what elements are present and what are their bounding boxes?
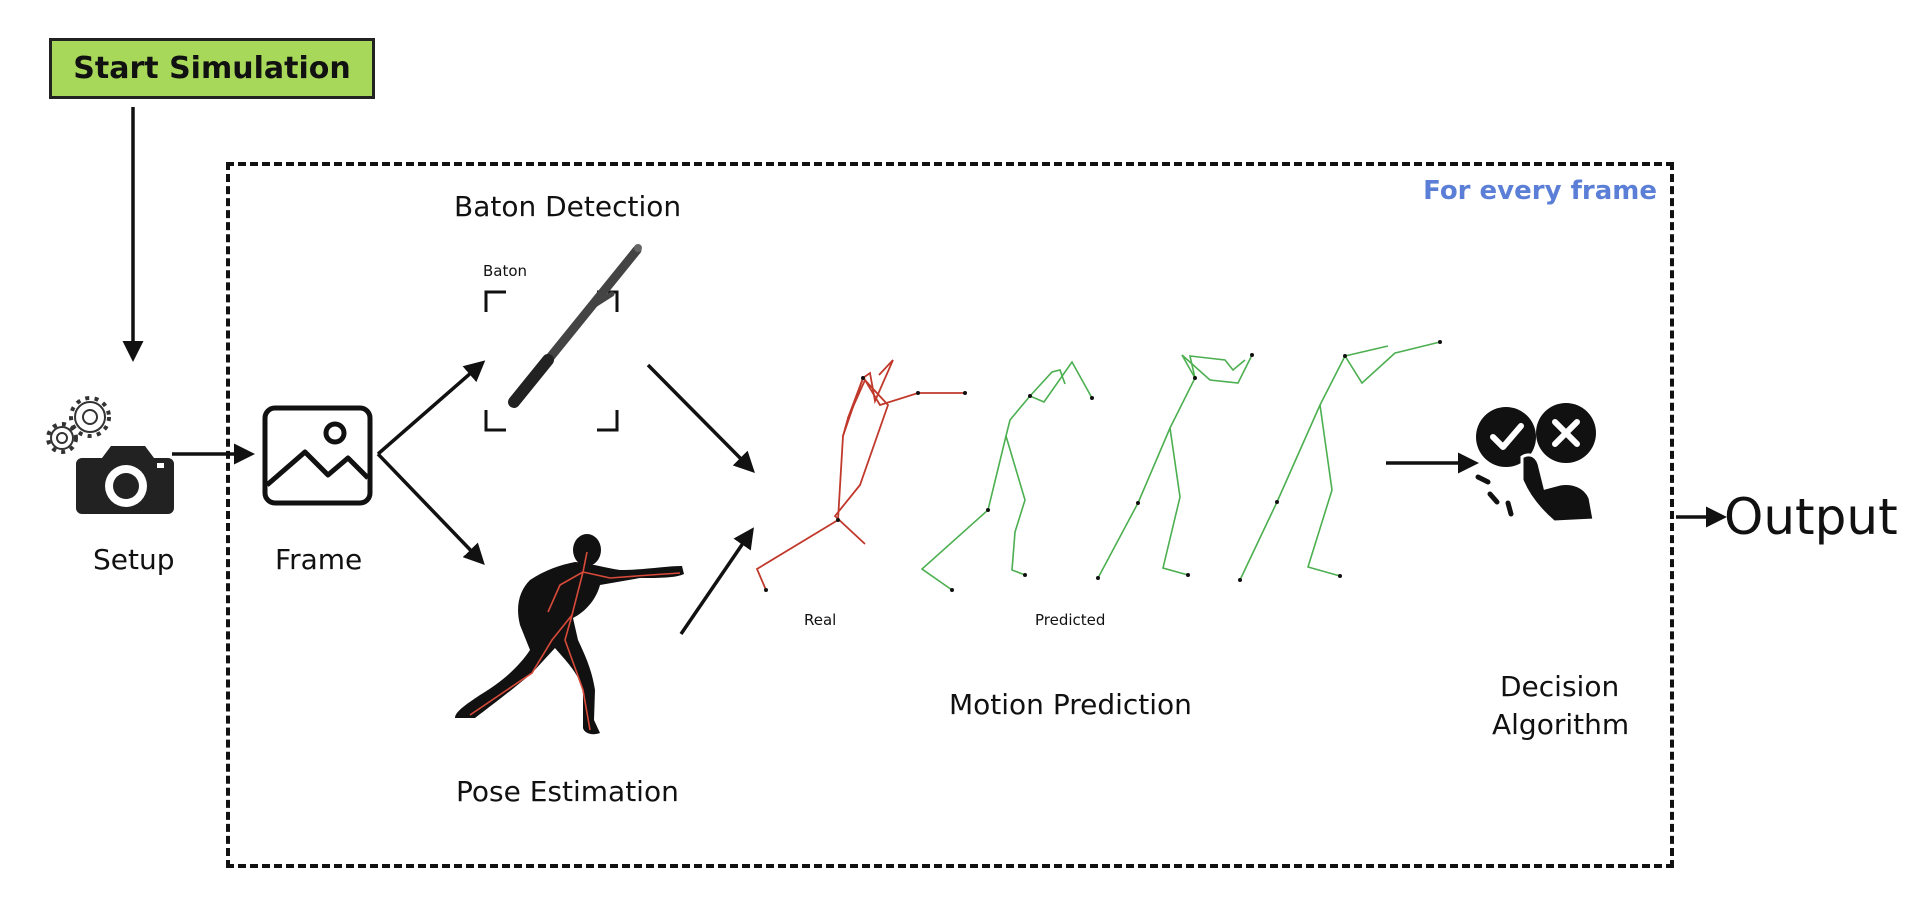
baton-box-label: Baton (483, 262, 528, 280)
predicted-label: Predicted (1035, 611, 1106, 629)
image-icon (262, 405, 373, 506)
start-simulation-button[interactable]: Start Simulation (49, 38, 375, 99)
arrow-baton-to-motion (646, 363, 755, 473)
gear-icon (46, 396, 111, 454)
output-label: Output (1724, 488, 1898, 546)
baton-detection-label: Baton Detection (454, 190, 682, 223)
decision-label-line2: Algorithm (1492, 708, 1630, 741)
frame-label: Frame (275, 543, 363, 576)
setup-label: Setup (93, 543, 175, 576)
pose-figure-icon (455, 534, 684, 735)
camera-icon (76, 446, 174, 514)
predicted-skeleton-2 (1097, 354, 1253, 579)
pose-estimation-label: Pose Estimation (456, 775, 679, 808)
baton-icon (508, 244, 642, 408)
per-frame-loop-box (226, 162, 1674, 868)
predicted-skeleton-3 (1239, 341, 1441, 581)
decision-hand-icon (1475, 403, 1596, 524)
decision-label-line1: Decision (1500, 670, 1620, 703)
skeleton-joints (764, 340, 1442, 592)
real-label: Real (804, 611, 837, 629)
arrow-pose-to-motion (679, 527, 754, 635)
motion-prediction-label: Motion Prediction (949, 688, 1192, 721)
predicted-skeleton-1 (920, 360, 1093, 591)
arrow-frame-to-baton (376, 360, 486, 456)
loop-box-label: For every frame (1423, 176, 1657, 206)
real-skeleton (755, 359, 965, 591)
arrow-frame-to-pose (376, 452, 485, 566)
